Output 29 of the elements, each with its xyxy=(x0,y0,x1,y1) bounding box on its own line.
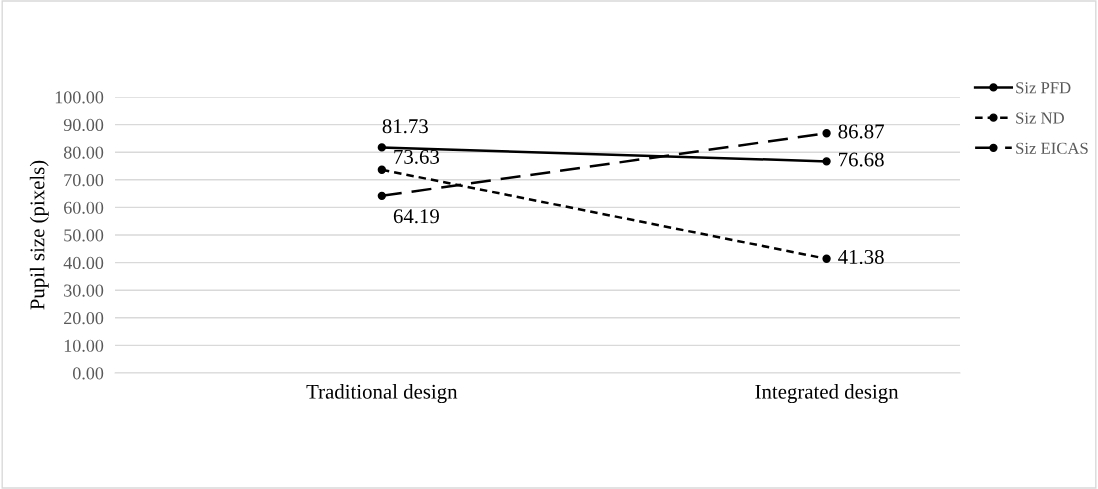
data-label: 81.73 xyxy=(382,119,428,134)
y-tick-label: 40.00 xyxy=(63,256,104,270)
point xyxy=(377,143,387,152)
data-label: 86.87 xyxy=(838,124,884,139)
y-tick-label: 60.00 xyxy=(64,201,104,214)
y-axis-title: Pupil size (pixels) xyxy=(29,160,49,310)
y-tick-label: 0.00 xyxy=(72,367,104,380)
x-tick-label: Integrated design xyxy=(755,384,899,404)
y-tick-label: 100.00 xyxy=(55,91,104,104)
point xyxy=(822,157,831,166)
data-label: 73.63 xyxy=(394,149,440,164)
y-tick-label: 70.00 xyxy=(64,174,104,187)
legend-label: Siz EICAS xyxy=(1016,142,1088,154)
legend-label: Siz PFD xyxy=(1016,82,1071,94)
data-label: 64.19 xyxy=(393,209,439,224)
y-tick-label: 90.00 xyxy=(63,118,104,132)
y-tick-label: 30.00 xyxy=(64,284,104,297)
point xyxy=(822,129,831,138)
point xyxy=(377,165,387,174)
data-label: 76.68 xyxy=(839,152,884,167)
y-tick-label: 80.00 xyxy=(63,146,104,159)
x-tick-label: Traditional design xyxy=(306,384,458,404)
point xyxy=(377,191,387,201)
point xyxy=(822,254,831,263)
y-tick-label: 20.00 xyxy=(64,312,104,325)
data-label: 41.38 xyxy=(838,249,884,265)
y-tick-label: 50.00 xyxy=(64,229,104,242)
legend-label: Siz ND xyxy=(1016,112,1064,124)
y-tick-label: 10.00 xyxy=(64,339,104,352)
